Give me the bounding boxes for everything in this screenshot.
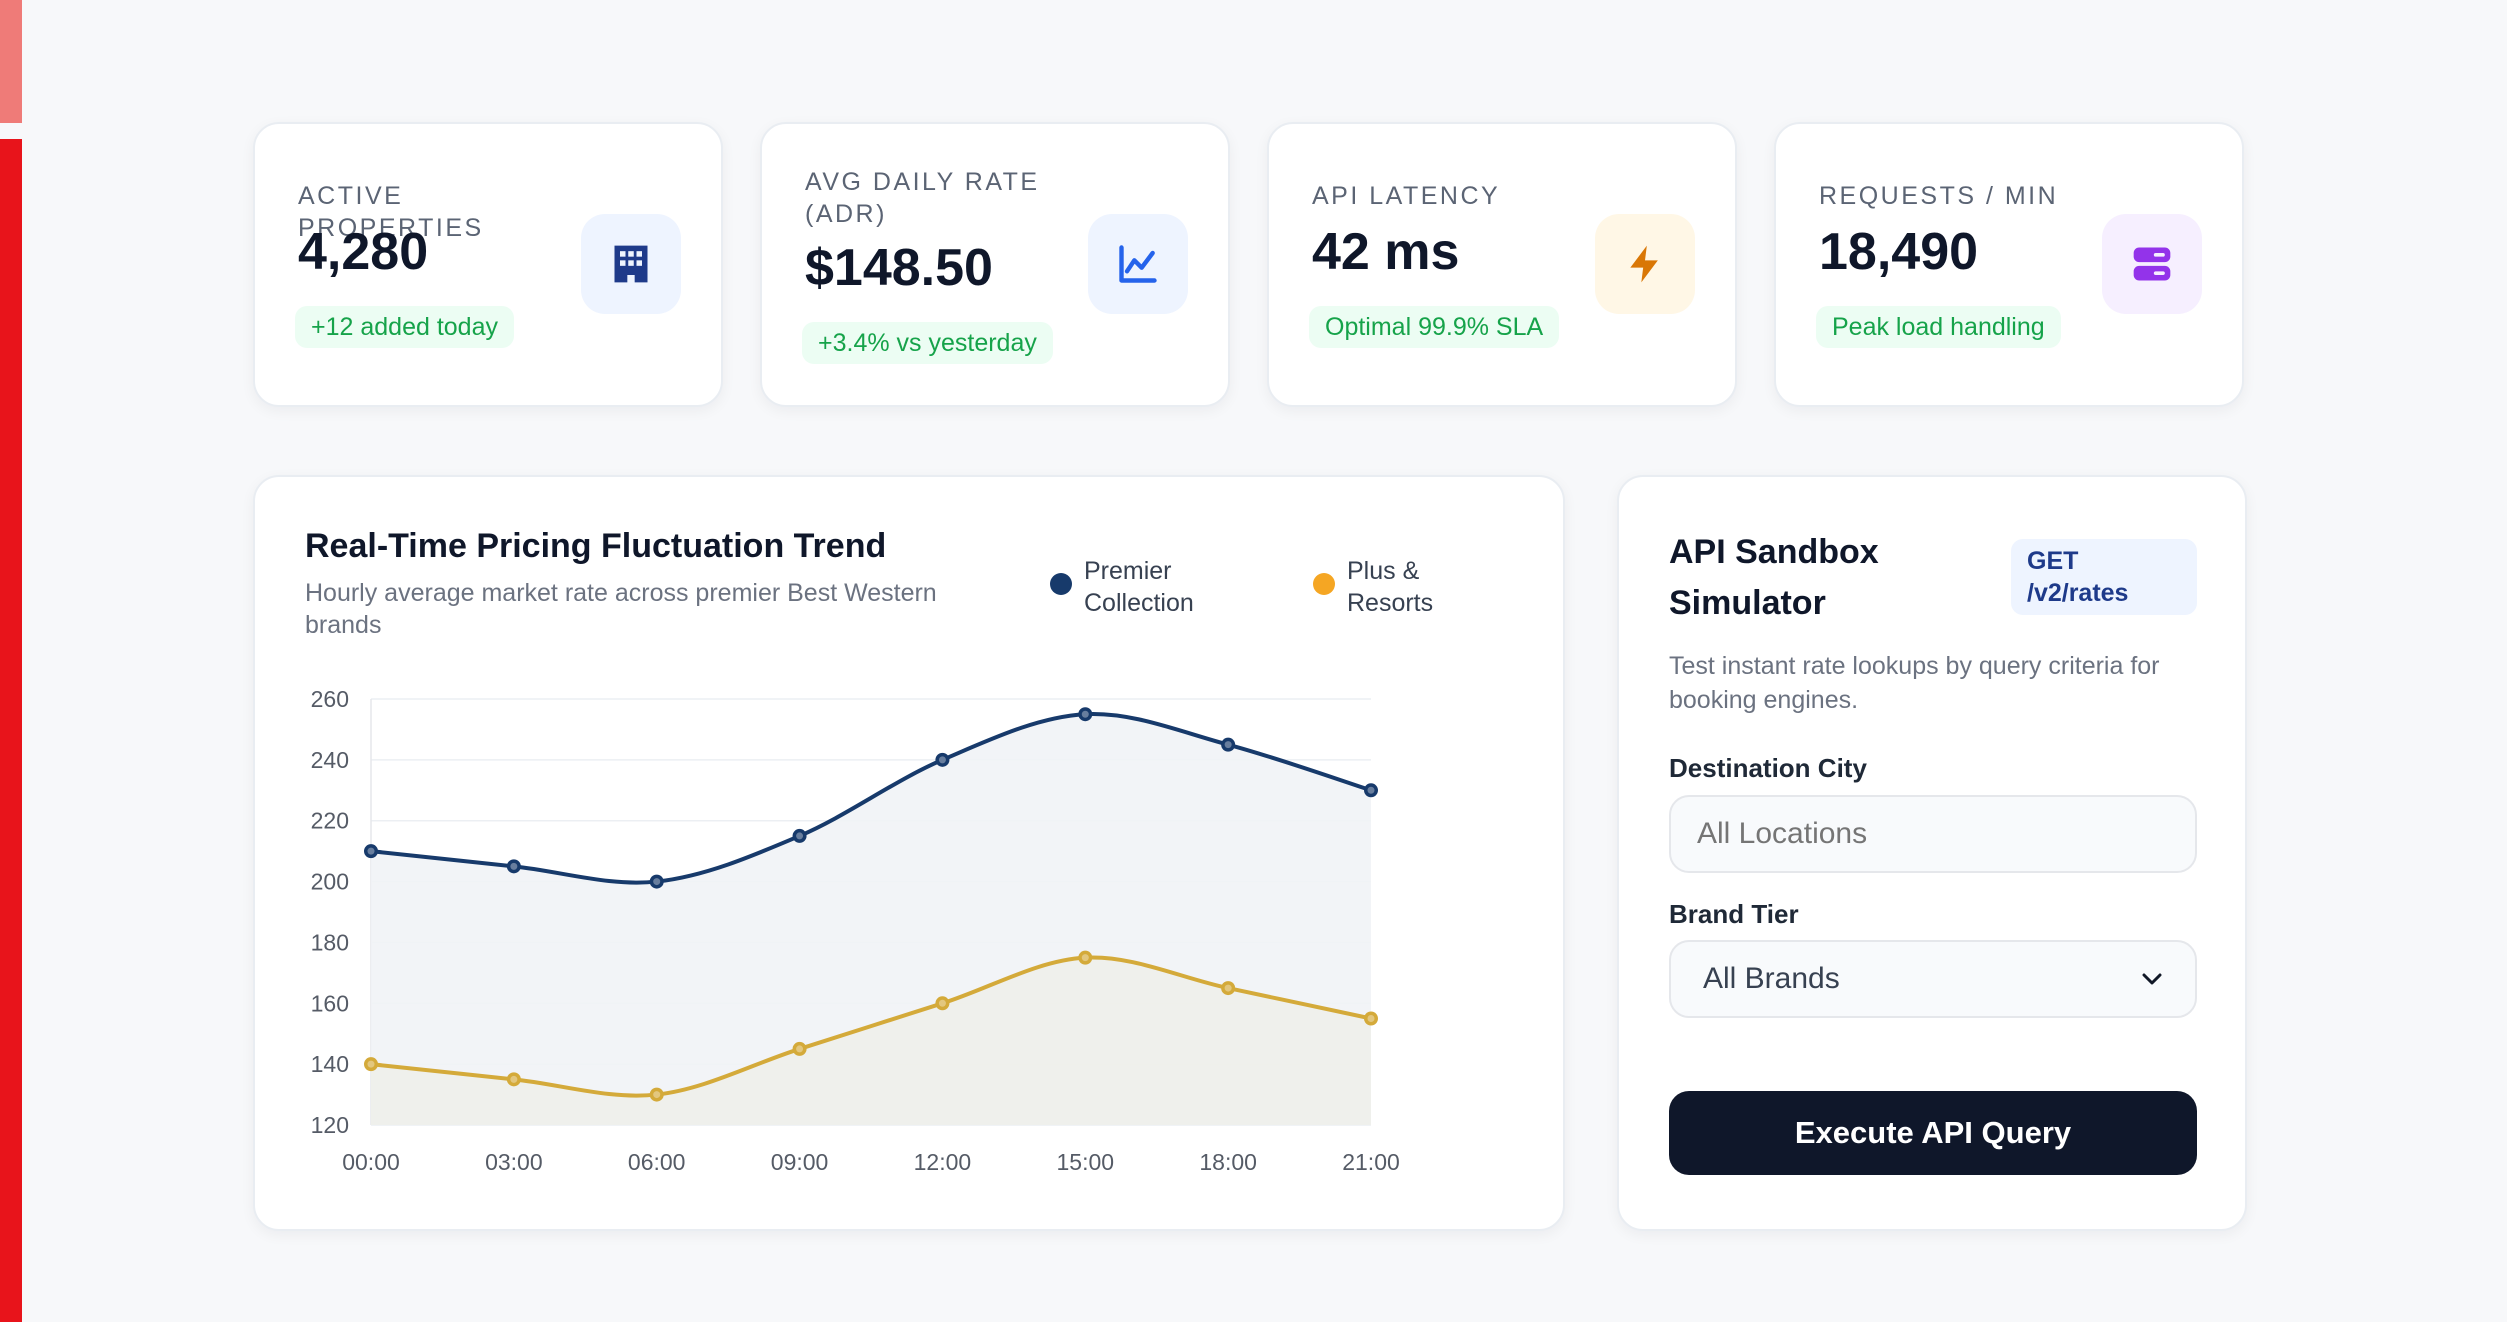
window-edge-accent — [0, 0, 22, 123]
data-point — [935, 752, 950, 767]
data-point — [364, 1057, 378, 1072]
execute-api-query-button[interactable]: Execute API Query — [1669, 1091, 2197, 1175]
stat-card-api-latency: API LATENCY 42 ms Optimal 99.9% SLA — [1267, 122, 1737, 407]
stat-value: 18,490 — [1819, 223, 1979, 281]
stat-label: AVG DAILY RATE (ADR) — [805, 168, 1040, 228]
stat-badge: +12 added today — [295, 306, 514, 348]
data-point — [1078, 950, 1093, 965]
x-tick-label: 00:00 — [342, 1149, 400, 1175]
legend-dot — [1313, 573, 1335, 595]
x-tick-label: 12:00 — [914, 1149, 972, 1175]
data-point — [649, 1087, 664, 1102]
data-point-highlight — [938, 999, 946, 1007]
data-point-highlight — [938, 756, 946, 764]
stat-card-avg-daily-rate: AVG DAILY RATE (ADR) $148.50 +3.4% vs ye… — [760, 122, 1230, 407]
legend-label: Plus & — [1347, 557, 1420, 585]
data-point-highlight — [367, 847, 375, 855]
data-point — [1221, 981, 1236, 996]
api-sandbox-panel: API Sandbox Simulator GET /v2/rates Test… — [1617, 475, 2247, 1231]
y-tick-label: 160 — [311, 990, 349, 1016]
legend-premier-collection: Premier Collection — [1050, 555, 1194, 619]
stat-card-active-properties: ACTIVE PROPERTIES 4,280 +12 added today — [253, 122, 723, 407]
stat-badge: Optimal 99.9% SLA — [1309, 306, 1560, 348]
data-point-highlight — [796, 1045, 804, 1053]
window-edge-bar — [0, 139, 22, 1322]
data-point — [364, 844, 378, 859]
y-tick-label: 120 — [311, 1112, 349, 1138]
data-point — [1078, 707, 1093, 722]
x-tick-label: 09:00 — [771, 1149, 829, 1175]
data-point-highlight — [1367, 1015, 1375, 1022]
x-tick-label: 15:00 — [1057, 1149, 1115, 1175]
chart-subtitle: Hourly average market rate across premie… — [305, 579, 937, 639]
lightning-icon — [1595, 214, 1695, 314]
data-point-highlight — [510, 862, 518, 870]
data-point-highlight — [653, 878, 661, 886]
stat-label: API LATENCY — [1312, 182, 1501, 210]
legend-plus-resorts: Plus & Resorts — [1313, 555, 1433, 619]
series-line-0 — [370, 712, 1372, 885]
stat-badge: Peak load handling — [1816, 306, 2061, 348]
y-tick-label: 240 — [311, 747, 349, 773]
brand-tier-select[interactable]: All Brands — [1669, 940, 2197, 1018]
building-icon — [581, 214, 681, 314]
endpoint-badge: GET /v2/rates — [2011, 539, 2197, 615]
data-point — [649, 874, 664, 889]
stat-value: $148.50 — [805, 239, 993, 297]
data-point-highlight — [510, 1075, 518, 1083]
trend-chart-icon — [1088, 214, 1188, 314]
pricing-trend-panel: Real-Time Pricing Fluctuation Trend Hour… — [253, 475, 1565, 1231]
y-tick-label: 180 — [311, 929, 349, 955]
chart-title: Real-Time Pricing Fluctuation Trend — [305, 527, 887, 565]
data-point-highlight — [1224, 741, 1232, 749]
destination-city-input[interactable] — [1669, 795, 2197, 873]
data-point-highlight — [796, 832, 804, 840]
y-tick-label: 260 — [311, 686, 349, 712]
data-point — [1364, 783, 1378, 798]
sandbox-description: Test instant rate lookups by query crite… — [1669, 652, 2160, 714]
brand-tier-selected: All Brands — [1703, 962, 1840, 995]
stat-value: 4,280 — [298, 223, 429, 281]
data-point-highlight — [1224, 984, 1232, 992]
data-point-highlight — [1367, 786, 1375, 794]
stat-label: ACTIVE PROPERTIES — [298, 182, 484, 242]
legend-label: Premier — [1084, 557, 1172, 585]
stat-value: 42 ms — [1312, 223, 1460, 281]
stat-badge: +3.4% vs yesterday — [802, 322, 1053, 364]
data-point — [792, 828, 807, 843]
data-point-highlight — [1081, 954, 1089, 962]
legend-label: Collection — [1084, 589, 1194, 617]
y-tick-label: 140 — [311, 1051, 349, 1077]
data-point — [935, 996, 950, 1011]
stat-label: REQUESTS / MIN — [1819, 182, 2059, 210]
x-tick-label: 18:00 — [1199, 1149, 1257, 1175]
x-tick-label: 06:00 — [628, 1149, 686, 1175]
x-tick-label: 21:00 — [1342, 1149, 1400, 1175]
data-point — [506, 1072, 521, 1087]
legend-dot — [1050, 573, 1072, 595]
server-icon — [2102, 214, 2202, 314]
data-point-highlight — [653, 1091, 661, 1099]
data-point-highlight — [1081, 710, 1089, 718]
y-tick-label: 200 — [311, 869, 349, 895]
data-point — [792, 1041, 807, 1056]
data-point-highlight — [367, 1060, 375, 1068]
series-area-1 — [371, 957, 1371, 1125]
x-tick-label: 03:00 — [485, 1149, 543, 1175]
pricing-line-chart: 120 140 160 180 200 220 240 260 00:00 03:00 06:00 0… — [311, 686, 1400, 1175]
sandbox-title: API Sandbox Simulator — [1669, 533, 1879, 622]
data-point — [506, 859, 521, 874]
series-line-1 — [370, 955, 1372, 1098]
chevron-down-icon — [2142, 973, 2162, 985]
stat-card-requests-per-min: REQUESTS / MIN 18,490 Peak load handling — [1774, 122, 2244, 407]
data-point — [1364, 1011, 1378, 1026]
legend-label: Resorts — [1347, 589, 1434, 617]
destination-city-label: Destination City — [1669, 753, 1867, 783]
brand-tier-label: Brand Tier — [1669, 899, 1799, 929]
y-tick-label: 220 — [311, 808, 349, 834]
data-point — [1221, 737, 1236, 752]
